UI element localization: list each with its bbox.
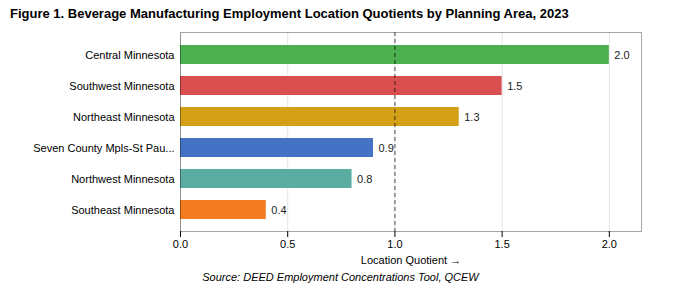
svg-text:Seven County Mpls-St Pau...: Seven County Mpls-St Pau... [33, 142, 174, 154]
svg-text:0.8: 0.8 [357, 173, 372, 185]
svg-text:Northeast Minnesota: Northeast Minnesota [73, 111, 175, 123]
svg-text:0.9: 0.9 [378, 142, 393, 154]
svg-text:Southwest Minnesota: Southwest Minnesota [69, 80, 175, 92]
svg-text:1.5: 1.5 [507, 80, 522, 92]
svg-text:2.0: 2.0 [602, 238, 617, 250]
svg-text:0.5: 0.5 [280, 238, 295, 250]
svg-text:2.0: 2.0 [614, 49, 629, 61]
svg-text:Location Quotient →: Location Quotient → [361, 254, 461, 266]
svg-text:1.5: 1.5 [494, 238, 509, 250]
svg-text:Northwest Minnesota: Northwest Minnesota [71, 173, 175, 185]
html-text:Figure 1. Beverage Manufacturi: Figure 1. Beverage Manufacturing Employm… [10, 6, 569, 21]
svg-text:1.3: 1.3 [464, 111, 479, 123]
html-text:Source: DEED Employment Concen: Source: DEED Employment Concentrations T… [202, 271, 479, 283]
svg-text:Central Minnesota: Central Minnesota [85, 49, 175, 61]
svg-text:1.0: 1.0 [387, 238, 402, 250]
svg-text:0.4: 0.4 [271, 204, 286, 216]
svg-text:0.0: 0.0 [173, 238, 188, 250]
svg-text:Southeast Minnesota: Southeast Minnesota [71, 204, 175, 216]
